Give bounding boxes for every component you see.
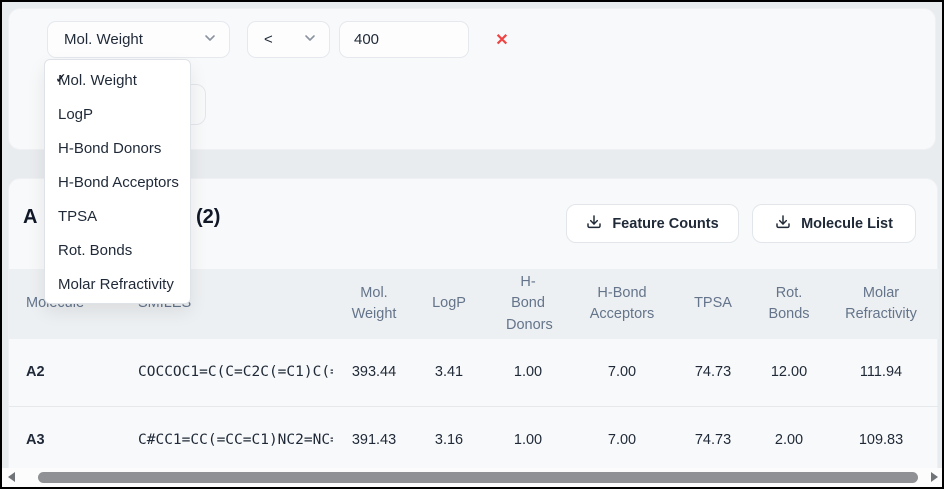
filter-field-select[interactable]: Mol. Weight <box>47 21 230 58</box>
chevron-down-icon <box>303 31 317 49</box>
cell-molar-refractivity: 111.94 <box>859 364 903 381</box>
cell-hbond-donors: 1.00 <box>513 431 543 448</box>
molecule-table: Molecule SMILES Mol. Weight LogP H-Bond … <box>9 269 939 473</box>
cell-tpsa: 74.73 <box>694 364 732 381</box>
feature-counts-label: Feature Counts <box>612 215 719 232</box>
scrollbar-thumb[interactable] <box>38 472 918 483</box>
table-row: A2 COCCOC1=C(C=C2C(=C1)C(=N… 393.44 3.41… <box>9 339 939 406</box>
cell-mol-weight: 393.44 <box>351 364 397 381</box>
dropdown-item-logp[interactable]: LogP <box>45 97 190 131</box>
download-icon <box>775 214 791 234</box>
dropdown-item-label: Rot. Bonds <box>58 241 133 259</box>
dropdown-item-molar-refractivity[interactable]: Molar Refractivity <box>45 267 190 301</box>
cell-smiles: C#CC1=CC(=CC=C1)NC2=NC=N… <box>138 431 333 448</box>
results-count: (2) <box>196 206 221 228</box>
dropdown-item-hbond-donors[interactable]: H-Bond Donors <box>45 131 190 165</box>
cell-mol-weight: 391.43 <box>351 431 397 448</box>
dropdown-item-label: H-Bond Donors <box>58 139 162 157</box>
dropdown-item-label: LogP <box>58 105 94 123</box>
check-icon: ✓ <box>55 70 67 86</box>
cell-molar-refractivity: 109.83 <box>858 431 904 448</box>
cell-logp: 3.41 <box>434 364 464 381</box>
field-dropdown-menu: ✓ Mol. Weight LogP H-Bond Donors H-Bond … <box>44 59 191 304</box>
chevron-down-icon <box>203 31 217 49</box>
remove-filter-button[interactable]: ✕ <box>491 30 513 52</box>
close-icon: ✕ <box>495 32 509 49</box>
dropdown-item-label: TPSA <box>58 207 98 225</box>
dropdown-item-tpsa[interactable]: TPSA <box>45 199 190 233</box>
filter-value-input[interactable] <box>339 21 469 58</box>
dropdown-item-mol-weight[interactable]: ✓ Mol. Weight <box>45 63 190 97</box>
dropdown-item-hbond-acceptors[interactable]: H-Bond Acceptors <box>45 165 190 199</box>
scroll-left-arrow-icon[interactable] <box>8 472 15 482</box>
dropdown-item-rot-bonds[interactable]: Rot. Bonds <box>45 233 190 267</box>
table-header-row: Molecule SMILES Mol. Weight LogP H-Bond … <box>9 269 939 339</box>
filter-operator-value: < <box>264 31 273 48</box>
dropdown-item-label: Molar Refractivity <box>58 275 174 293</box>
col-header-hbond-donors: H-Bond Donors <box>506 274 553 333</box>
cell-molecule-id: A3 <box>26 431 45 448</box>
table-row: A3 C#CC1=CC(=CC=C1)NC2=NC=N… 391.43 3.16… <box>9 406 939 473</box>
col-header-tpsa: TPSA <box>694 295 732 312</box>
feature-counts-button[interactable]: Feature Counts <box>566 204 739 243</box>
col-header-mol-weight: Mol. Weight <box>351 284 397 322</box>
scroll-right-arrow-icon[interactable] <box>931 472 938 482</box>
dropdown-item-label: Mol. Weight <box>58 71 137 89</box>
cell-hbond-acceptors: 7.00 <box>607 364 637 381</box>
molecule-list-label: Molecule List <box>801 215 893 232</box>
molecule-list-button[interactable]: Molecule List <box>752 204 916 243</box>
cell-rot-bonds: 12.00 <box>770 364 808 381</box>
col-header-logp: LogP <box>432 295 466 312</box>
filter-operator-select[interactable]: < <box>247 21 330 58</box>
cell-tpsa: 74.73 <box>694 431 732 448</box>
results-heading-prefix: A <box>23 206 38 228</box>
filter-field-value: Mol. Weight <box>64 31 143 48</box>
cell-hbond-donors: 1.00 <box>513 364 543 381</box>
col-header-hbond-acceptors: H-Bond Acceptors <box>589 284 655 322</box>
cell-hbond-acceptors: 7.00 <box>607 431 637 448</box>
cell-molecule-id: A2 <box>26 364 45 381</box>
cell-smiles: COCCOC1=C(C=C2C(=C1)C(=N… <box>138 364 333 381</box>
col-header-rot-bonds: Rot. Bonds <box>768 284 810 322</box>
cell-rot-bonds: 2.00 <box>774 431 804 448</box>
download-icon <box>586 214 602 234</box>
col-header-molar-refractivity: Molar Refractivity <box>845 284 917 322</box>
horizontal-scrollbar <box>2 468 942 487</box>
cell-logp: 3.16 <box>434 431 464 448</box>
dropdown-item-label: H-Bond Acceptors <box>58 173 179 191</box>
